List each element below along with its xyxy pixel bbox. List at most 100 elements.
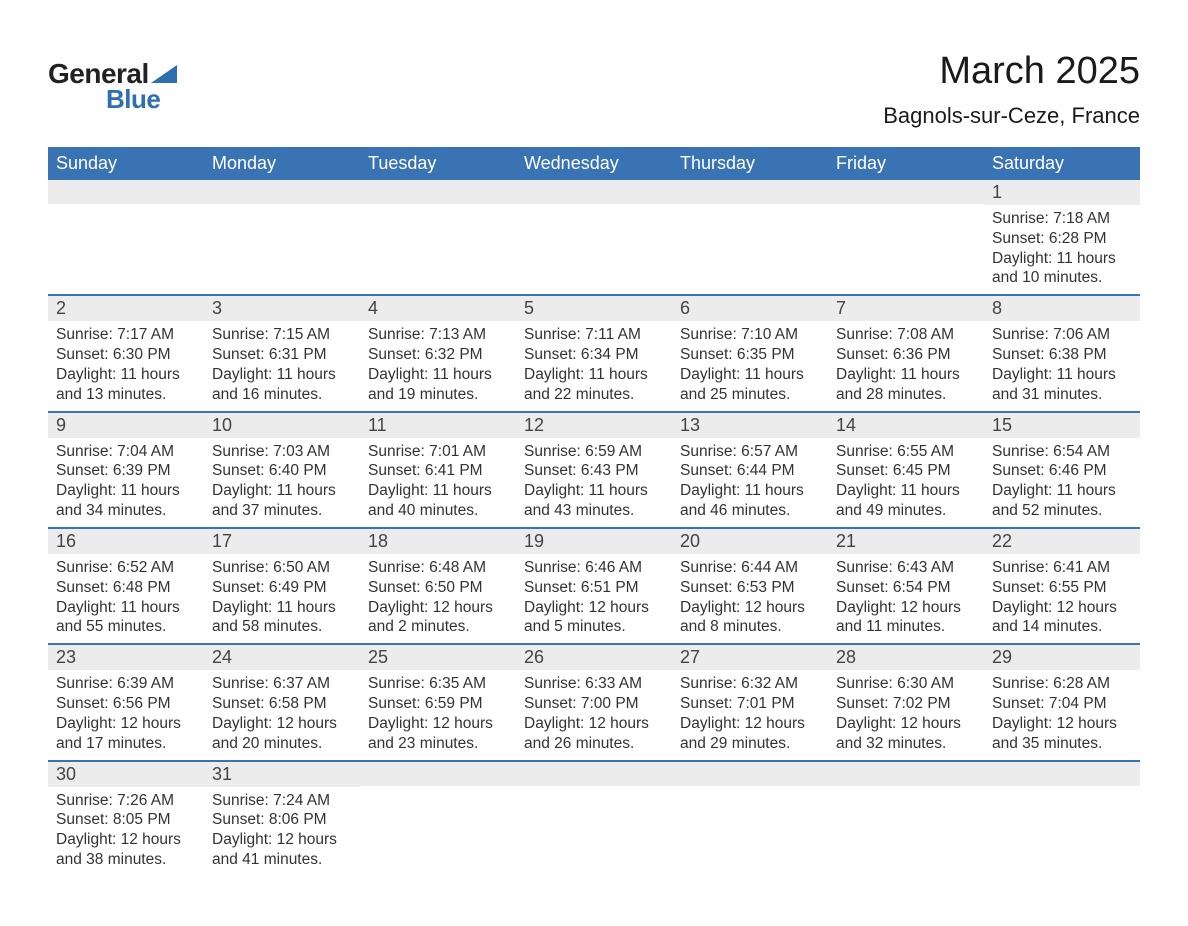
day-sunset: Sunset: 7:04 PM	[992, 694, 1132, 714]
day-dl1: Daylight: 12 hours	[368, 714, 508, 734]
day-dl2: and 38 minutes.	[56, 850, 196, 870]
day-number	[48, 180, 204, 204]
day-dl2: and 55 minutes.	[56, 617, 196, 637]
day-dl2: and 16 minutes.	[212, 385, 352, 405]
day-dl1: Daylight: 12 hours	[992, 714, 1132, 734]
day-sunrise: Sunrise: 7:03 AM	[212, 442, 352, 462]
calendar-cell: 17Sunrise: 6:50 AMSunset: 6:49 PMDayligh…	[204, 528, 360, 644]
calendar-cell	[828, 761, 984, 876]
day-sunrise: Sunrise: 6:50 AM	[212, 558, 352, 578]
day-sunrise: Sunrise: 7:24 AM	[212, 791, 352, 811]
page-title: March 2025	[883, 50, 1140, 93]
day-sunset: Sunset: 6:51 PM	[524, 578, 664, 598]
day-sunset: Sunset: 6:50 PM	[368, 578, 508, 598]
day-dl2: and 46 minutes.	[680, 501, 820, 521]
day-dl2: and 25 minutes.	[680, 385, 820, 405]
day-dl2: and 43 minutes.	[524, 501, 664, 521]
calendar-week-row: 30Sunrise: 7:26 AMSunset: 8:05 PMDayligh…	[48, 761, 1140, 876]
logo-triangle-icon	[151, 65, 177, 83]
day-number: 31	[204, 762, 360, 787]
day-number	[672, 180, 828, 204]
calendar-cell: 22Sunrise: 6:41 AMSunset: 6:55 PMDayligh…	[984, 528, 1140, 644]
calendar-cell: 24Sunrise: 6:37 AMSunset: 6:58 PMDayligh…	[204, 644, 360, 760]
day-details: Sunrise: 6:33 AMSunset: 7:00 PMDaylight:…	[516, 670, 672, 759]
calendar-cell: 6Sunrise: 7:10 AMSunset: 6:35 PMDaylight…	[672, 295, 828, 411]
day-dl2: and 19 minutes.	[368, 385, 508, 405]
day-number: 18	[360, 529, 516, 554]
day-details: Sunrise: 6:32 AMSunset: 7:01 PMDaylight:…	[672, 670, 828, 759]
calendar-cell: 20Sunrise: 6:44 AMSunset: 6:53 PMDayligh…	[672, 528, 828, 644]
day-number: 30	[48, 762, 204, 787]
day-number: 1	[984, 180, 1140, 205]
day-details: Sunrise: 6:57 AMSunset: 6:44 PMDaylight:…	[672, 438, 828, 527]
calendar-cell: 19Sunrise: 6:46 AMSunset: 6:51 PMDayligh…	[516, 528, 672, 644]
day-number: 10	[204, 413, 360, 438]
day-details: Sunrise: 7:11 AMSunset: 6:34 PMDaylight:…	[516, 321, 672, 410]
day-sunset: Sunset: 8:06 PM	[212, 810, 352, 830]
day-dl2: and 52 minutes.	[992, 501, 1132, 521]
day-sunset: Sunset: 7:02 PM	[836, 694, 976, 714]
calendar-cell	[516, 180, 672, 295]
day-dl2: and 17 minutes.	[56, 734, 196, 754]
title-block: March 2025 Bagnols-sur-Ceze, France	[883, 50, 1140, 129]
day-details: Sunrise: 6:37 AMSunset: 6:58 PMDaylight:…	[204, 670, 360, 759]
day-dl2: and 41 minutes.	[212, 850, 352, 870]
day-sunset: Sunset: 6:46 PM	[992, 461, 1132, 481]
day-sunset: Sunset: 6:44 PM	[680, 461, 820, 481]
day-dl2: and 23 minutes.	[368, 734, 508, 754]
day-dl1: Daylight: 11 hours	[680, 481, 820, 501]
day-details: Sunrise: 6:43 AMSunset: 6:54 PMDaylight:…	[828, 554, 984, 643]
calendar-cell	[672, 180, 828, 295]
day-details: Sunrise: 6:30 AMSunset: 7:02 PMDaylight:…	[828, 670, 984, 759]
day-dl1: Daylight: 11 hours	[212, 598, 352, 618]
day-sunset: Sunset: 6:32 PM	[368, 345, 508, 365]
day-dl2: and 26 minutes.	[524, 734, 664, 754]
calendar-cell	[984, 761, 1140, 876]
day-details: Sunrise: 6:50 AMSunset: 6:49 PMDaylight:…	[204, 554, 360, 643]
day-sunrise: Sunrise: 6:43 AM	[836, 558, 976, 578]
day-details	[360, 204, 516, 288]
calendar-cell	[360, 180, 516, 295]
day-sunrise: Sunrise: 6:57 AM	[680, 442, 820, 462]
day-sunset: Sunset: 6:56 PM	[56, 694, 196, 714]
day-dl2: and 35 minutes.	[992, 734, 1132, 754]
day-details: Sunrise: 7:15 AMSunset: 6:31 PMDaylight:…	[204, 321, 360, 410]
calendar-cell: 26Sunrise: 6:33 AMSunset: 7:00 PMDayligh…	[516, 644, 672, 760]
day-details: Sunrise: 7:06 AMSunset: 6:38 PMDaylight:…	[984, 321, 1140, 410]
day-dl2: and 10 minutes.	[992, 268, 1132, 288]
day-sunrise: Sunrise: 6:30 AM	[836, 674, 976, 694]
day-number: 28	[828, 645, 984, 670]
day-dl2: and 29 minutes.	[680, 734, 820, 754]
day-sunrise: Sunrise: 6:32 AM	[680, 674, 820, 694]
day-details	[672, 204, 828, 288]
day-dl1: Daylight: 12 hours	[836, 598, 976, 618]
calendar-cell: 21Sunrise: 6:43 AMSunset: 6:54 PMDayligh…	[828, 528, 984, 644]
day-details: Sunrise: 7:26 AMSunset: 8:05 PMDaylight:…	[48, 787, 204, 876]
page-subtitle: Bagnols-sur-Ceze, France	[883, 103, 1140, 129]
calendar-cell	[672, 761, 828, 876]
day-dl2: and 5 minutes.	[524, 617, 664, 637]
day-sunrise: Sunrise: 7:11 AM	[524, 325, 664, 345]
day-sunset: Sunset: 6:48 PM	[56, 578, 196, 598]
day-details: Sunrise: 7:17 AMSunset: 6:30 PMDaylight:…	[48, 321, 204, 410]
day-number: 19	[516, 529, 672, 554]
day-sunrise: Sunrise: 7:13 AM	[368, 325, 508, 345]
day-dl2: and 14 minutes.	[992, 617, 1132, 637]
day-dl1: Daylight: 11 hours	[680, 365, 820, 385]
day-sunrise: Sunrise: 6:39 AM	[56, 674, 196, 694]
day-number: 26	[516, 645, 672, 670]
day-sunset: Sunset: 6:45 PM	[836, 461, 976, 481]
day-details: Sunrise: 6:44 AMSunset: 6:53 PMDaylight:…	[672, 554, 828, 643]
day-number	[828, 762, 984, 786]
logo: General Blue	[48, 58, 177, 115]
day-dl1: Daylight: 12 hours	[680, 598, 820, 618]
day-dl1: Daylight: 11 hours	[368, 481, 508, 501]
day-dl1: Daylight: 12 hours	[524, 714, 664, 734]
day-details: Sunrise: 7:03 AMSunset: 6:40 PMDaylight:…	[204, 438, 360, 527]
day-details	[516, 204, 672, 288]
day-details	[828, 786, 984, 870]
day-details: Sunrise: 6:59 AMSunset: 6:43 PMDaylight:…	[516, 438, 672, 527]
day-dl1: Daylight: 12 hours	[368, 598, 508, 618]
calendar-cell	[828, 180, 984, 295]
day-sunset: Sunset: 8:05 PM	[56, 810, 196, 830]
